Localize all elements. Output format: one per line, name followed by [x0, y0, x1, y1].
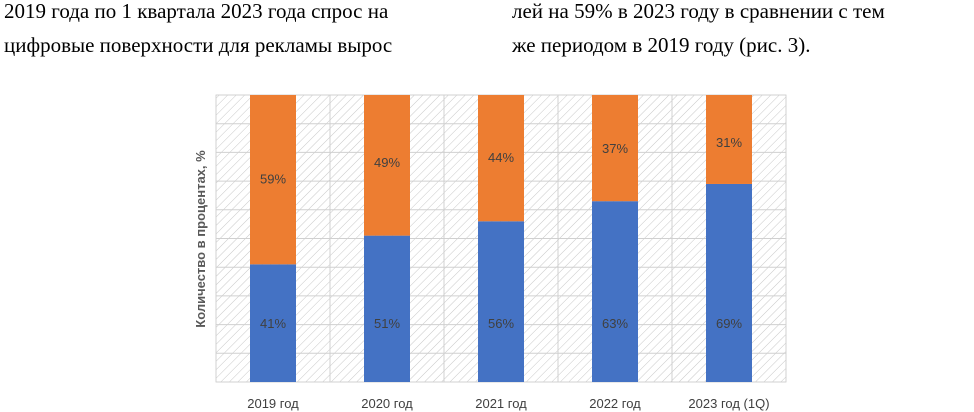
- bar-segment-orange: [592, 95, 638, 202]
- body-text-right-column: лей на 59% в 2023 году в сравнении с тем…: [512, 0, 885, 62]
- y-axis-label: Количество в процентах, %: [193, 150, 208, 328]
- data-label: 59%: [260, 172, 286, 187]
- bar-segment-blue: [364, 235, 410, 382]
- bar-segment-orange: [706, 95, 752, 184]
- bar-segment-blue: [706, 183, 752, 382]
- data-label: 31%: [716, 135, 742, 150]
- bar-segment-blue: [250, 264, 296, 382]
- bar-segment-orange: [478, 95, 524, 222]
- x-tick-label: 2019 год: [247, 396, 299, 411]
- bar-segment-orange: [250, 95, 296, 265]
- data-labels: 41% 59% 51% 49% 56% 44% 63% 37% 69% 31%: [260, 135, 742, 331]
- data-label: 69%: [716, 316, 742, 331]
- data-label: 51%: [374, 316, 400, 331]
- data-label: 41%: [260, 316, 286, 331]
- bar-segment-orange: [364, 95, 410, 236]
- data-label: 44%: [488, 150, 514, 165]
- body-text-line: цифровые поверхности для рекламы вырос: [4, 33, 393, 57]
- bar-segment-blue: [478, 221, 524, 382]
- body-text-line: 2019 года по 1 квартала 2023 года спрос …: [4, 0, 389, 23]
- body-text-left-column: 2019 года по 1 квартала 2023 года спрос …: [4, 0, 392, 62]
- x-tick-label: 2020 год: [361, 396, 413, 411]
- data-label: 49%: [374, 155, 400, 170]
- data-label: 37%: [602, 141, 628, 156]
- x-tick-label: 2021 год: [475, 396, 527, 411]
- body-text-line: же периодом в 2019 году (рис. 3).: [512, 33, 811, 57]
- x-tick-label: 2023 год (1Q): [688, 396, 769, 411]
- x-tick-label: 2022 год: [589, 396, 641, 411]
- bar-segment-blue: [592, 201, 638, 382]
- x-tick-labels: 2019 год 2020 год 2021 год 2022 год 2023 год…: [247, 396, 769, 411]
- bars: [250, 95, 752, 382]
- data-label: 63%: [602, 316, 628, 331]
- body-text-line: лей на 59% в 2023 году в сравнении с тем: [512, 0, 885, 23]
- data-label: 56%: [488, 316, 514, 331]
